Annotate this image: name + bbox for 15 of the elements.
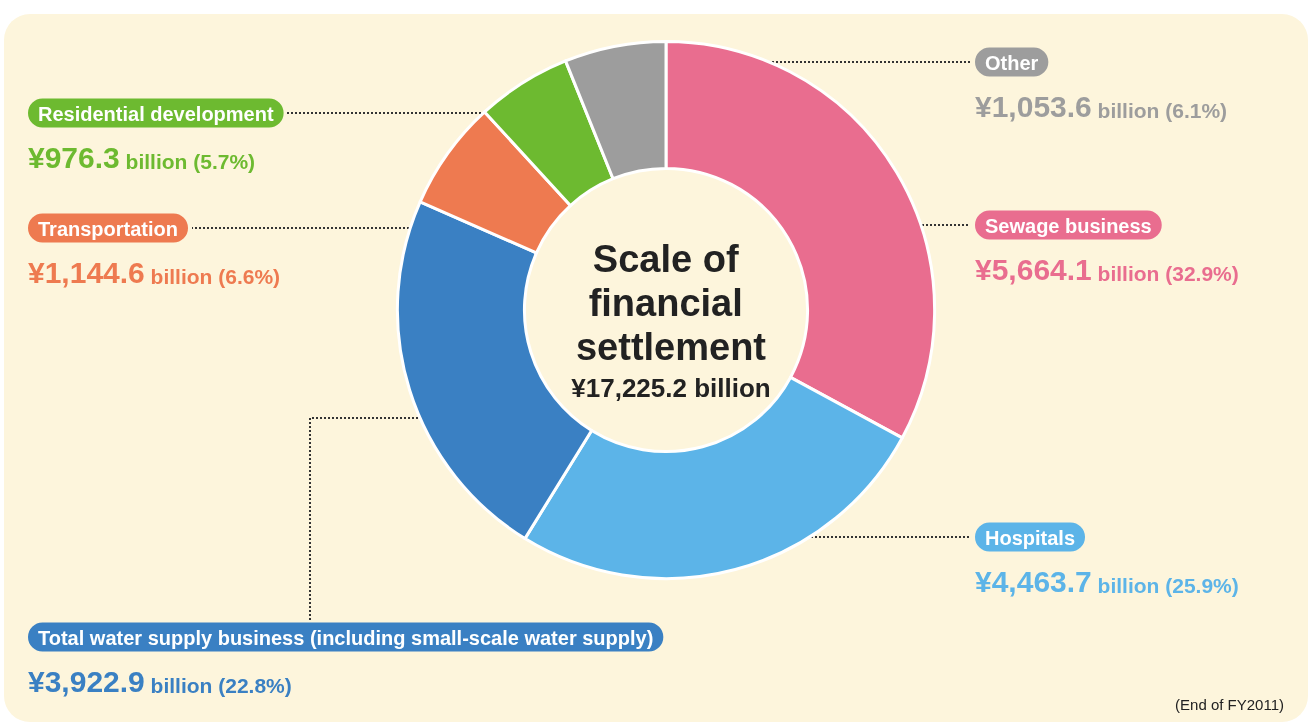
slice-label: Hospitals — [985, 526, 1076, 549]
data-label: ¥5,664.1 billion (32.9%) — [975, 252, 1239, 286]
slice-label: Other — [985, 51, 1039, 74]
text: (End of FY2011) — [1175, 696, 1285, 713]
slice-label: Total water supply business (including small-scale water supply) — [38, 626, 654, 649]
data-label: ¥1,053.6 billion (6.1%) — [975, 89, 1228, 123]
text: Scale of financial settlement — [575, 238, 767, 368]
text: ¥17,225.2 billion — [571, 373, 771, 403]
slice-label: Transportation — [38, 217, 179, 240]
slice-label: Sewage business — [985, 214, 1152, 237]
slice-label: Residential development — [38, 102, 274, 125]
data-label: ¥3,922.9 billion (22.8%) — [28, 664, 292, 698]
data-label: ¥976.3 billion (5.7%) — [28, 140, 256, 174]
data-label: ¥4,463.7 billion (25.9%) — [975, 564, 1239, 598]
data-label: ¥1,144.6 billion (6.6%) — [28, 255, 281, 289]
